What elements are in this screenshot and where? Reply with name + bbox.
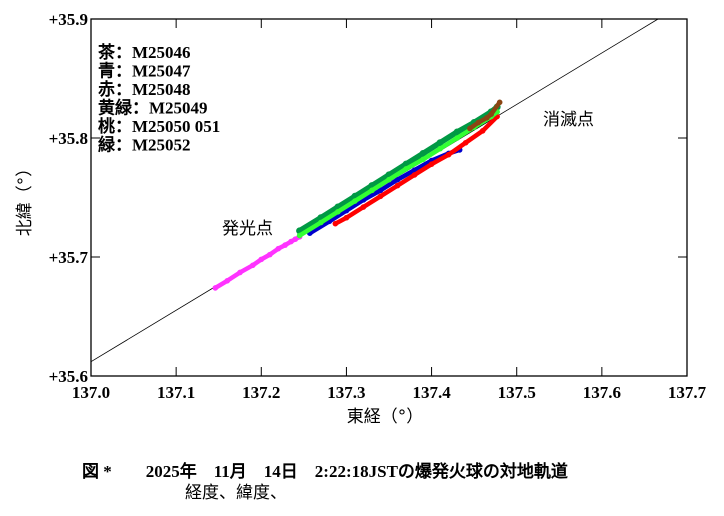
- series-segment: [362, 194, 382, 209]
- x-tick-label: 137.1: [157, 383, 195, 402]
- data-point: [377, 193, 384, 200]
- data-point: [282, 242, 288, 248]
- x-tick-label: 137.4: [412, 383, 451, 402]
- data-point: [377, 187, 384, 194]
- caption-line-2: 経度、緯度、: [185, 483, 287, 502]
- series-segment: [464, 129, 484, 145]
- data-point: [386, 176, 392, 183]
- series-segment: [362, 188, 382, 202]
- series-segment: [413, 158, 433, 173]
- data-point: [462, 139, 469, 146]
- data-point: [436, 139, 444, 147]
- series-segment: [447, 140, 467, 157]
- data-point: [488, 111, 494, 117]
- data-point: [258, 256, 265, 263]
- y-tick-label: +35.6: [49, 367, 88, 386]
- legend-entry: 黄緑：M25049: [98, 98, 208, 118]
- data-point: [343, 214, 350, 221]
- data-point: [249, 262, 256, 269]
- data-point: [318, 219, 324, 226]
- series-M25046: [467, 99, 503, 132]
- legend-entry: 緑：M25052: [98, 135, 191, 155]
- series-segment: [379, 177, 399, 193]
- caption-line-1: 図 * 2025年 11月 14日 2:22:18JSTの爆発火球の対地軌道: [82, 462, 568, 481]
- series-segment: [404, 157, 425, 171]
- data-point: [437, 145, 443, 152]
- series-segment: [396, 172, 416, 188]
- data-point: [267, 251, 273, 258]
- data-point: [212, 285, 219, 291]
- y-tick-label: +35.9: [49, 10, 88, 29]
- series-segment: [396, 168, 416, 182]
- x-tick-label: 137.0: [72, 383, 110, 402]
- y-tick-label: +35.7: [49, 248, 89, 267]
- legend: 茶：M25046青：M25047赤：M25048黄緑：M25049桃：M2505…: [98, 42, 220, 155]
- x-tick-label: 137.7: [668, 383, 707, 402]
- data-point: [420, 156, 426, 163]
- series-segment: [345, 197, 365, 213]
- data-point: [411, 172, 418, 178]
- series-M25052: [296, 103, 501, 235]
- series-segment: [336, 199, 357, 214]
- series-M25050-051: [212, 233, 303, 291]
- series-segment: [379, 183, 399, 199]
- data-point: [394, 176, 401, 183]
- data-point: [445, 151, 452, 158]
- data-point: [454, 135, 460, 141]
- legend-entry: 茶：M25046: [98, 42, 191, 62]
- annotation-start-point: 発光点: [222, 219, 273, 239]
- x-tick-label: 137.5: [498, 383, 536, 402]
- series-segment: [319, 209, 340, 225]
- annotation-end-point: 消滅点: [543, 110, 594, 130]
- data-point: [288, 238, 294, 245]
- x-tick-label: 137.2: [242, 383, 280, 402]
- series-segment: [298, 220, 323, 238]
- data-point: [224, 278, 231, 284]
- data-point: [403, 166, 409, 172]
- data-point: [467, 125, 473, 132]
- series-segment: [421, 146, 442, 162]
- y-tick-label: +35.8: [49, 129, 88, 148]
- data-point: [332, 220, 339, 227]
- data-point: [479, 128, 486, 134]
- legend-entry: 青：M25047: [98, 61, 191, 81]
- plot-frame: [90, 18, 688, 377]
- series-M25048: [332, 113, 500, 227]
- series-segment: [387, 167, 408, 182]
- data-point: [496, 99, 503, 106]
- series-segment: [370, 177, 391, 193]
- legend-entry: 桃：M25050 051: [98, 116, 220, 136]
- series-segment: [413, 162, 433, 177]
- data-point: [360, 204, 367, 210]
- series-segment: [430, 152, 450, 167]
- data-point: [352, 198, 358, 204]
- data-point: [475, 119, 482, 126]
- data-point: [296, 232, 303, 239]
- data-point: [428, 161, 435, 167]
- data-point: [369, 187, 375, 194]
- data-point: [484, 114, 490, 121]
- data-point: [237, 269, 243, 276]
- series-segment: [308, 219, 331, 236]
- series-segment: [345, 205, 365, 220]
- data-point: [394, 182, 401, 189]
- x-tick-label: 137.6: [583, 383, 621, 402]
- series-segment: [328, 208, 348, 224]
- data-point: [292, 236, 299, 242]
- series-segment: [298, 215, 323, 234]
- x-axis-label: 東経（°）: [347, 407, 424, 427]
- data-point: [453, 128, 461, 136]
- data-point: [419, 149, 427, 157]
- data-point: [335, 208, 341, 215]
- series-segment: [353, 188, 374, 203]
- series-segment: [438, 136, 459, 151]
- legend-entry: 赤：M25048: [98, 79, 191, 99]
- y-axis-label: 北緯（°）: [15, 160, 35, 237]
- data-point: [275, 245, 282, 252]
- series-segment: [481, 114, 499, 133]
- x-tick-label: 137.3: [327, 383, 365, 402]
